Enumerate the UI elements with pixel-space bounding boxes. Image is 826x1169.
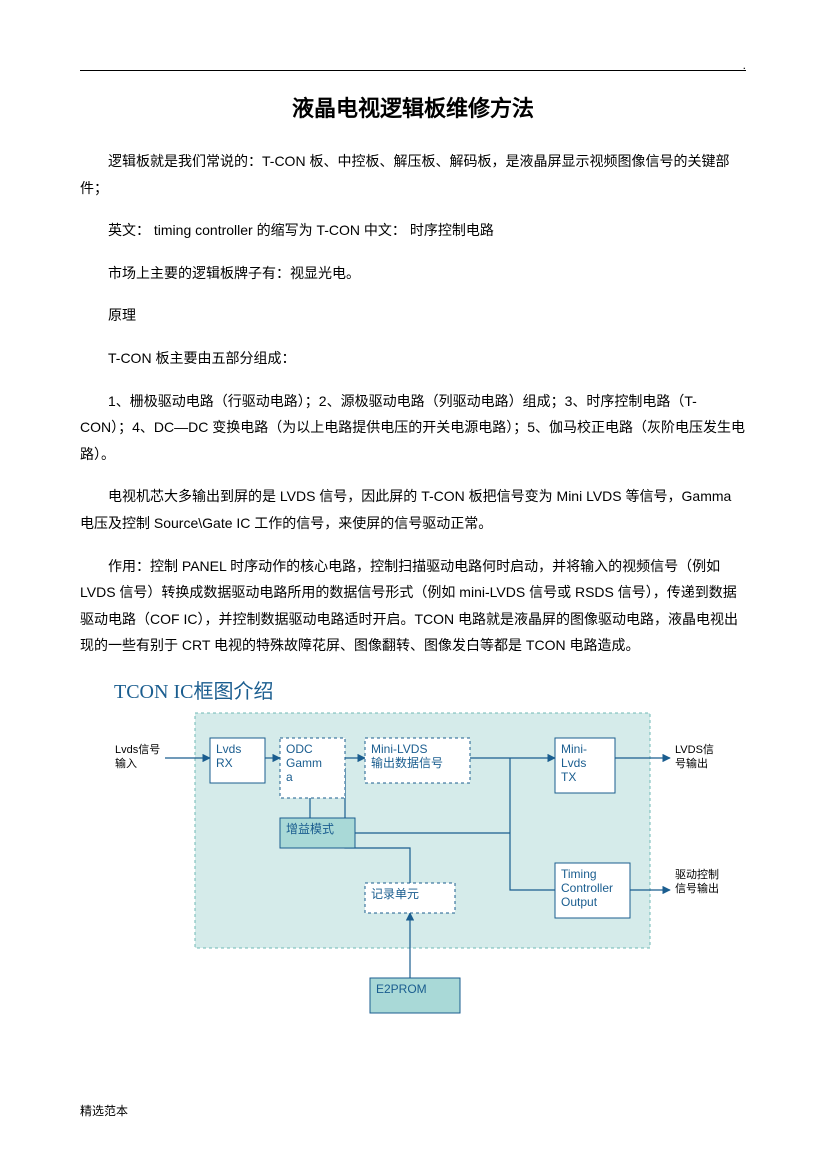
- paragraph: T-CON 板主要由五部分组成：: [80, 345, 746, 372]
- diagram-svg: LvdsRXODCGammaMini-LVDS输出数据信号Mini-LvdsTX…: [110, 708, 750, 1038]
- paragraph: 逻辑板就是我们常说的：T-CON 板、中控板、解压板、解码板，是液晶屏显示视频图…: [80, 148, 746, 201]
- paragraph: 原理: [80, 302, 746, 329]
- tcon-diagram: TCON IC框图介绍 LvdsRXODCGammaMini-LVDS输出数据信…: [110, 675, 750, 1043]
- svg-text:Mini-LVDS: Mini-LVDS: [371, 742, 427, 756]
- svg-text:LVDS信: LVDS信: [675, 743, 714, 756]
- svg-text:号输出: 号输出: [675, 756, 708, 770]
- svg-text:a: a: [286, 770, 293, 784]
- svg-text:信号输出: 信号输出: [675, 881, 719, 895]
- svg-text:Lvds: Lvds: [561, 756, 586, 770]
- top-rule: [80, 70, 746, 71]
- svg-text:Gamm: Gamm: [286, 756, 322, 770]
- diagram-title: TCON IC框图介绍: [114, 675, 750, 704]
- svg-text:增益模式: 增益模式: [286, 822, 334, 836]
- svg-text:驱动控制: 驱动控制: [675, 867, 719, 881]
- paragraph: 作用：控制 PANEL 时序动作的核心电路，控制扫描驱动电路何时启动，并将输入的…: [80, 553, 746, 659]
- svg-text:Output: Output: [561, 895, 598, 909]
- paragraph: 市场上主要的逻辑板牌子有：视显光电。: [80, 260, 746, 287]
- svg-text:Mini-: Mini-: [561, 742, 587, 756]
- svg-text:Timing: Timing: [561, 867, 597, 881]
- svg-text:输出数据信号: 输出数据信号: [371, 755, 443, 770]
- page: . 液晶电视逻辑板维修方法 逻辑板就是我们常说的：T-CON 板、中控板、解压板…: [0, 0, 826, 1169]
- paragraph: 1、栅极驱动电路（行驱动电路）；2、源极驱动电路（列驱动电路）组成；3、时序控制…: [80, 388, 746, 468]
- svg-text:E2PROM: E2PROM: [376, 982, 427, 996]
- footer-text: 精选范本: [80, 1102, 128, 1119]
- corner-mark: .: [743, 58, 746, 72]
- paragraph: 电视机芯大多输出到屏的是 LVDS 信号，因此屏的 T-CON 板把信号变为 M…: [80, 483, 746, 536]
- paragraph: 英文： timing controller 的缩写为 T-CON 中文： 时序控…: [80, 217, 746, 244]
- svg-text:TX: TX: [561, 770, 576, 784]
- svg-text:Lvds: Lvds: [216, 742, 241, 756]
- svg-text:Controller: Controller: [561, 881, 613, 895]
- svg-text:RX: RX: [216, 756, 233, 770]
- svg-text:输入: 输入: [115, 756, 137, 770]
- svg-text:记录单元: 记录单元: [371, 887, 419, 901]
- page-title: 液晶电视逻辑板维修方法: [80, 91, 746, 123]
- svg-text:Lvds信号: Lvds信号: [115, 743, 160, 756]
- svg-text:ODC: ODC: [286, 742, 313, 756]
